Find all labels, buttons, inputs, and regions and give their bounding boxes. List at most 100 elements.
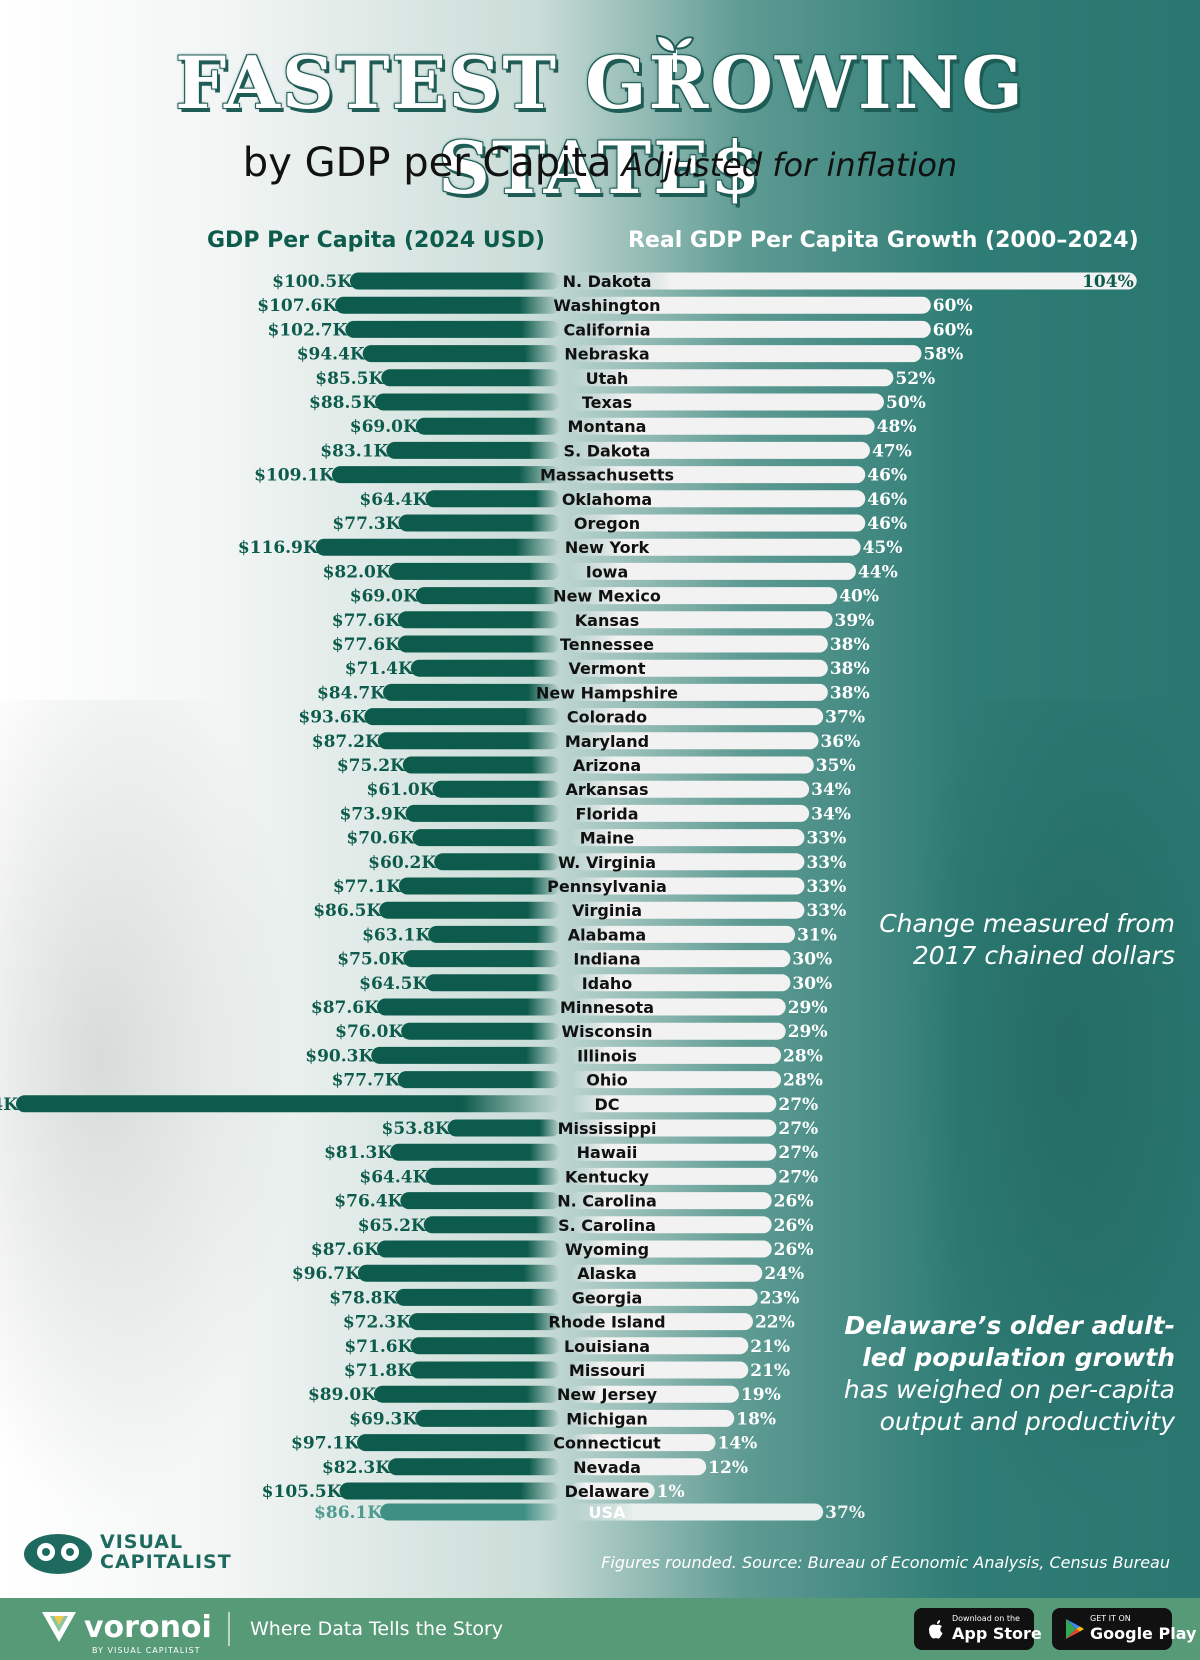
subtitle-italic: Adjusted for inflation (621, 146, 958, 184)
gdp-bar (428, 925, 560, 943)
gdp-bar (349, 272, 560, 290)
gdp-bar (335, 296, 560, 314)
growth-bar (570, 611, 833, 629)
gdp-value-label: $76.0K (335, 1022, 404, 1042)
gdp-value-label: $76.4K (334, 1192, 403, 1212)
growth-bar (570, 1313, 753, 1331)
growth-value-label: 33% (806, 853, 846, 873)
growth-value-label: 1% (657, 1482, 685, 1502)
growth-bar (570, 1337, 749, 1355)
dual-bar-chart: $100.5K N. Dakota 104% $107.6K Washington 60%… (0, 272, 1137, 1523)
state-label: USA (589, 1503, 627, 1522)
state-label: Georgia (572, 1288, 643, 1307)
growth-bar (570, 538, 861, 556)
gdp-value-label: $71.4K (345, 659, 414, 679)
growth-bar (570, 1216, 772, 1234)
gdp-bar (345, 320, 560, 338)
voronoi-name: voronoi (84, 1610, 212, 1645)
gdp-bar (410, 1337, 560, 1355)
growth-bar (570, 514, 866, 532)
state-label: Delaware (565, 1482, 650, 1501)
google-play-big: Google Play (1090, 1624, 1197, 1643)
growth-value-label: 26% (774, 1216, 814, 1236)
gdp-value-label: $97.1K (291, 1434, 360, 1454)
vc-line1: VISUAL (100, 1531, 184, 1553)
gdp-value-label: $100.5K (272, 272, 353, 292)
growth-bar (570, 756, 814, 774)
state-label: Texas (582, 393, 632, 412)
growth-value-label: 60% (933, 296, 973, 316)
coin-jar-background-right (870, 700, 1200, 1600)
state-label: Massachusetts (540, 466, 674, 485)
growth-bar (570, 1071, 782, 1089)
sprout-icon (655, 34, 695, 72)
gdp-value-label: $64.4K (359, 490, 428, 510)
growth-value-label: 27% (778, 1119, 818, 1139)
gdp-bar (357, 1434, 560, 1452)
gdp-value-label: $86.5K (313, 901, 382, 921)
growth-value-label: 19% (741, 1385, 781, 1405)
gdp-value-label: $94.4K (297, 345, 366, 365)
tagline: Where Data Tells the Story (250, 1618, 504, 1640)
state-label: Missouri (569, 1361, 645, 1380)
gdp-bar (377, 732, 560, 750)
state-label: Indiana (573, 950, 640, 969)
state-label: Nebraska (564, 345, 649, 364)
growth-bar (570, 320, 931, 338)
gdp-value-label: $87.2K (312, 732, 381, 752)
state-label: Virginia (572, 901, 642, 920)
gdp-bar (376, 998, 560, 1016)
gdp-value-label: $70.6K (346, 829, 415, 849)
growth-value-label: 50% (886, 393, 926, 413)
state-label: Wisconsin (562, 1022, 653, 1041)
gdp-value-label: $69.0K (350, 587, 419, 607)
gdp-bar (423, 1216, 560, 1234)
state-label: Connecticut (553, 1434, 661, 1453)
state-label: Minnesota (560, 998, 654, 1017)
growth-value-label: 29% (788, 1022, 828, 1042)
coin-jar-background-left (0, 700, 330, 1600)
growth-value-label: 39% (835, 611, 875, 631)
gdp-value-label: $81.3K (324, 1143, 393, 1163)
growth-value-label: 44% (858, 562, 898, 582)
growth-value-label: 30% (792, 974, 832, 994)
subtitle-main: by GDP per Capita (242, 140, 612, 186)
state-label: Iowa (586, 562, 629, 581)
delaware-note-bold: Delaware’s older adult-led population gr… (844, 1311, 1175, 1372)
growth-bar (570, 1046, 782, 1064)
growth-bar (570, 272, 1137, 290)
footer-bar: voronoi BY VISUAL CAPITALIST Where Data … (0, 1598, 1200, 1660)
growth-value-label: 27% (778, 1143, 818, 1163)
gdp-value-label: $82.3K (322, 1458, 391, 1478)
app-store-button[interactable]: Download on the App Store (914, 1608, 1042, 1650)
gdp-value-label: $77.7K (332, 1071, 401, 1091)
growth-bar (570, 925, 796, 943)
source-note: Figures rounded. Source: Bureau of Econo… (601, 1553, 1170, 1572)
growth-value-label: 18% (736, 1409, 776, 1429)
growth-bar (570, 1503, 824, 1521)
growth-bar (570, 1192, 772, 1210)
gdp-bar (388, 562, 560, 580)
growth-bar (570, 877, 805, 895)
gdp-bar (381, 369, 560, 387)
state-label: Arizona (573, 756, 641, 775)
gdp-value-label: $93.6K (298, 708, 367, 728)
growth-value-label: 31% (797, 925, 837, 945)
gdp-value-label: $87.6K (311, 1240, 380, 1260)
growth-value-label: 28% (783, 1046, 823, 1066)
growth-value-label: 52% (895, 369, 935, 389)
gdp-value-label: $102.7K (268, 320, 349, 340)
gdp-value-label: $65.2K (358, 1216, 427, 1236)
google-play-button[interactable]: GET IT ON Google Play (1052, 1608, 1196, 1650)
growth-value-label: 28% (783, 1071, 823, 1091)
gdp-bar (390, 1143, 560, 1161)
growth-value-label: 38% (830, 635, 870, 655)
gdp-bar (398, 877, 560, 895)
state-label: Michigan (566, 1409, 647, 1428)
measurement-note: Change measured from 2017 chained dollar… (879, 909, 1175, 970)
growth-value-label: 26% (774, 1192, 814, 1212)
growth-bar (570, 1434, 716, 1452)
growth-value-label: 47% (872, 441, 912, 461)
gdp-value-label: $88.5K (309, 393, 378, 413)
growth-bar (570, 490, 866, 508)
